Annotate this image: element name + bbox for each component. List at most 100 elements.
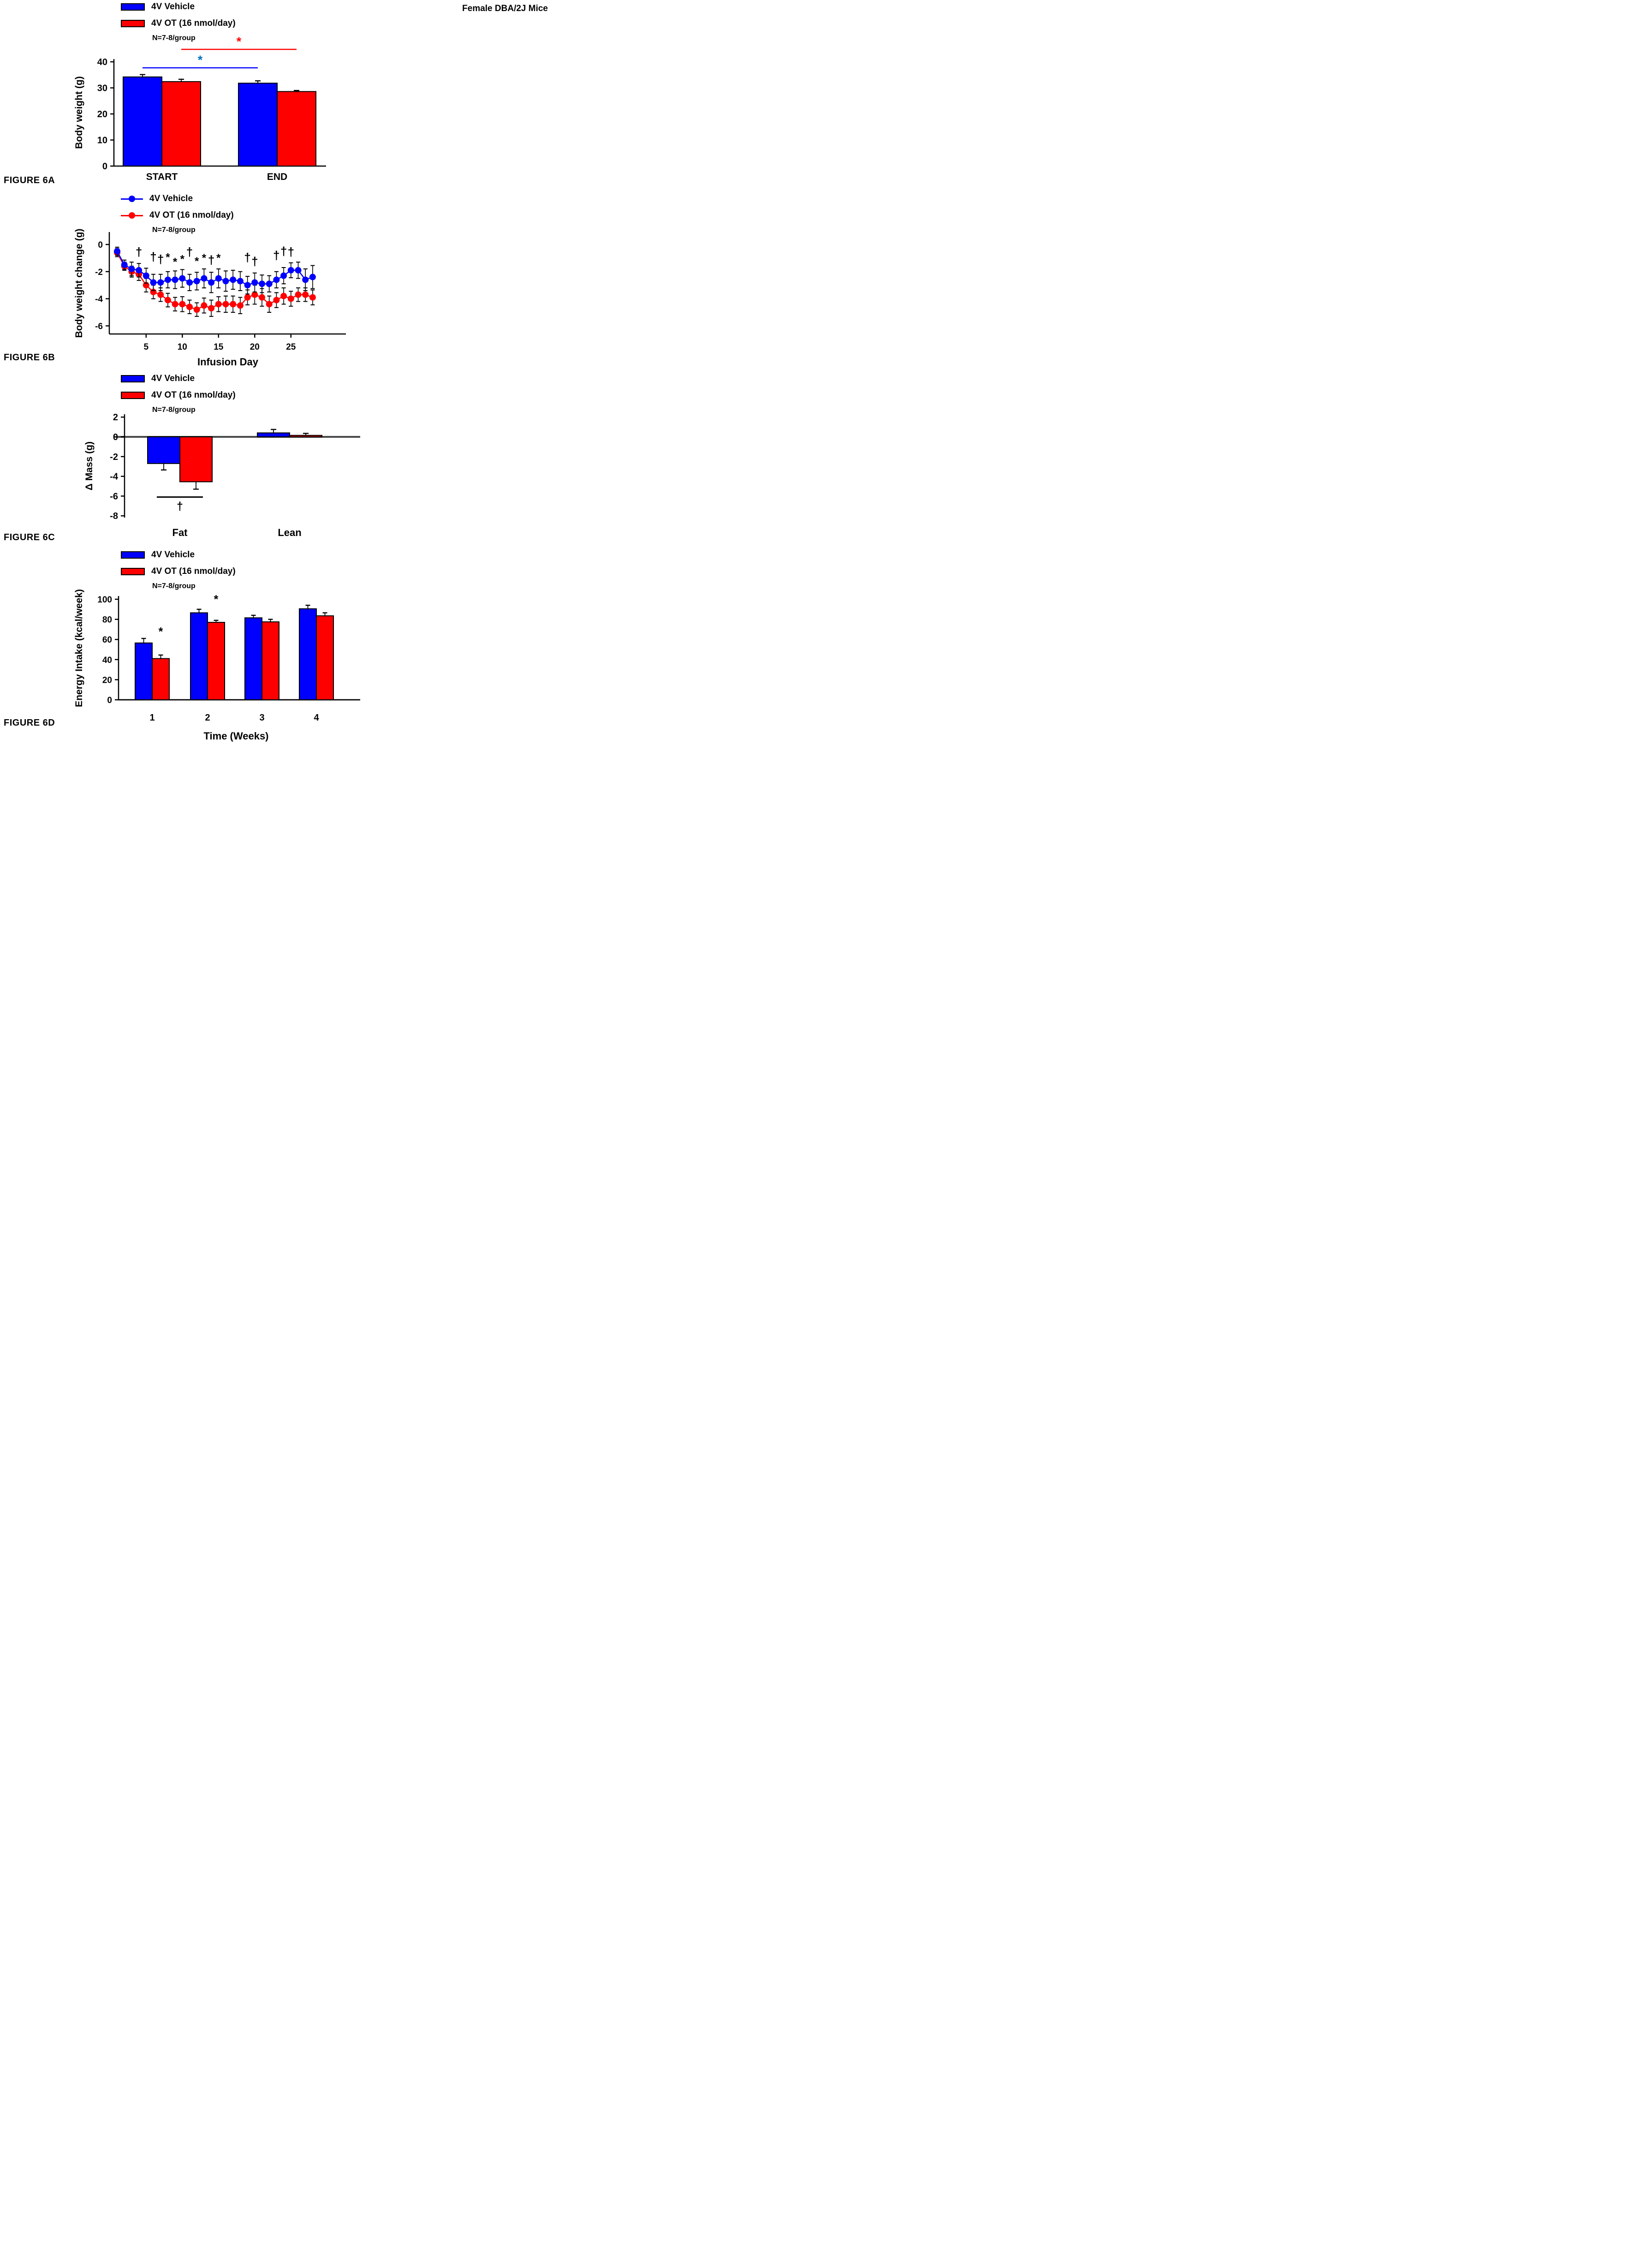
significance-symbol: † bbox=[157, 252, 164, 266]
data-point-vehicle bbox=[237, 278, 244, 285]
legend-line-marker-ot bbox=[121, 212, 143, 219]
significance-star: * bbox=[159, 625, 163, 638]
data-point-vehicle bbox=[114, 248, 120, 255]
data-point-ot bbox=[295, 291, 302, 298]
x-axis-label: Time (Weeks) bbox=[203, 730, 268, 742]
y-tick-label: -2 bbox=[110, 452, 118, 462]
legend-swatch-ot bbox=[121, 568, 145, 575]
y-tick-label: -4 bbox=[95, 295, 103, 304]
y-tick-label: 0 bbox=[107, 696, 112, 705]
data-point-ot bbox=[266, 301, 273, 308]
page-title: Female DBA/2J Mice bbox=[462, 4, 548, 13]
y-tick-label: -4 bbox=[110, 472, 119, 482]
y-axis-label: Δ Mass (g) bbox=[84, 441, 95, 490]
data-point-vehicle bbox=[302, 276, 309, 283]
bar-vehicle bbox=[244, 617, 262, 700]
figure-label-6b: FIGURE 6B bbox=[4, 352, 55, 363]
x-tick-label: 5 bbox=[144, 342, 149, 352]
legend-n-text: N=7-8/group bbox=[152, 582, 196, 590]
significance-symbol: † bbox=[186, 245, 193, 259]
x-tick-label: 25 bbox=[286, 342, 296, 352]
data-point-ot bbox=[230, 301, 237, 308]
bar-vehicle bbox=[257, 432, 290, 438]
x-category-label: 3 bbox=[259, 713, 264, 723]
data-point-vehicle bbox=[136, 267, 143, 274]
data-point-ot bbox=[186, 304, 193, 310]
data-point-vehicle bbox=[280, 272, 287, 279]
legend-item-vehicle: 4V Vehicle bbox=[121, 2, 236, 12]
significance-symbol: † bbox=[273, 248, 279, 262]
significance-symbol: * bbox=[216, 252, 221, 264]
data-point-vehicle bbox=[309, 274, 316, 280]
data-point-ot bbox=[251, 291, 258, 298]
legend-swatch-ot bbox=[121, 392, 145, 399]
legend-item-ot: 4V OT (16 nmol/day) bbox=[121, 18, 236, 29]
x-category-label: 2 bbox=[205, 713, 210, 723]
data-point-vehicle bbox=[172, 276, 178, 283]
legend-n-text: N=7-8/group bbox=[152, 34, 196, 42]
series-line-vehicle bbox=[116, 251, 313, 286]
x-category-label: 1 bbox=[149, 713, 155, 723]
y-tick-label: -6 bbox=[95, 322, 103, 331]
legend-item-ot: 4V OT (16 nmol/day) bbox=[121, 390, 236, 400]
data-point-ot bbox=[215, 301, 222, 308]
data-point-ot bbox=[201, 302, 208, 309]
data-point-ot bbox=[273, 297, 280, 304]
data-point-vehicle bbox=[157, 279, 164, 286]
x-tick-label: 20 bbox=[250, 342, 260, 352]
data-point-ot bbox=[222, 301, 229, 308]
significance-symbol: * bbox=[173, 256, 178, 268]
data-point-ot bbox=[157, 291, 164, 298]
y-tick-label: 40 bbox=[102, 656, 112, 665]
significance-symbol: * bbox=[180, 253, 185, 266]
data-point-vehicle bbox=[121, 262, 128, 268]
legend-label-vehicle: 4V Vehicle bbox=[151, 2, 195, 12]
y-tick-label: 40 bbox=[97, 57, 107, 67]
data-point-ot bbox=[172, 301, 178, 308]
legend-n-text: N=7-8/group bbox=[152, 226, 196, 234]
legend-label-vehicle: 4V Vehicle bbox=[151, 374, 195, 383]
data-point-vehicle bbox=[208, 279, 215, 286]
data-point-vehicle bbox=[244, 282, 251, 289]
legend-panel-b: 4V Vehicle 4V OT (16 nmol/day) N=7-8/gro… bbox=[121, 194, 234, 234]
data-point-vehicle bbox=[143, 272, 149, 279]
x-category-label: Lean bbox=[278, 527, 301, 538]
legend-panel-a: 4V Vehicle 4V OT (16 nmol/day) N=7-8/gro… bbox=[121, 2, 236, 42]
y-tick-label: 0 bbox=[98, 240, 103, 250]
y-tick-label: 20 bbox=[102, 675, 112, 685]
data-point-ot bbox=[302, 291, 309, 298]
x-axis-label: Infusion Day bbox=[197, 356, 259, 368]
y-tick-label: 30 bbox=[97, 83, 107, 94]
legend-panel-d: 4V Vehicle 4V OT (16 nmol/day) N=7-8/gro… bbox=[121, 550, 236, 590]
bar-ot bbox=[316, 615, 334, 700]
bar-vehicle bbox=[190, 612, 208, 701]
data-point-vehicle bbox=[273, 276, 280, 283]
legend-n-text: N=7-8/group bbox=[152, 406, 196, 414]
legend-swatch-vehicle bbox=[121, 3, 145, 11]
data-point-vehicle bbox=[215, 275, 222, 282]
bar-vehicle bbox=[135, 642, 153, 700]
significance-symbol: † bbox=[244, 250, 250, 264]
y-axis-label: Energy Intake (kcal/week) bbox=[74, 589, 84, 707]
panel-6b: 0 -2 -4 -6 5 10 15 20 25 Infusion Day Body weight … bbox=[74, 229, 346, 368]
significance-symbol: † bbox=[136, 245, 142, 259]
legend-panel-c: 4V Vehicle 4V OT (16 nmol/day) N=7-8/gro… bbox=[121, 374, 236, 414]
figure-label-6c: FIGURE 6C bbox=[4, 532, 55, 542]
data-point-vehicle bbox=[222, 278, 229, 285]
legend-swatch-vehicle bbox=[121, 551, 145, 559]
bar-ot bbox=[207, 622, 225, 701]
significance-star: * bbox=[198, 53, 203, 67]
legend-label-ot: 4V OT (16 nmol/day) bbox=[151, 566, 236, 576]
legend-label-ot: 4V OT (16 nmol/day) bbox=[151, 390, 236, 400]
legend-line-marker-vehicle bbox=[121, 195, 143, 203]
y-tick-label: 80 bbox=[102, 615, 112, 625]
data-point-vehicle bbox=[287, 267, 294, 274]
data-point-vehicle bbox=[193, 278, 200, 285]
legend-label-vehicle: 4V Vehicle bbox=[149, 194, 193, 203]
figure-label-6d: FIGURE 6D bbox=[4, 718, 55, 728]
x-tick-label: 15 bbox=[214, 342, 224, 352]
figure-page: Female DBA/2J Mice 4V Vehicle 4V OT (16 … bbox=[0, 0, 551, 747]
significance-star: * bbox=[214, 593, 219, 606]
x-category-label: Fat bbox=[172, 527, 188, 538]
y-axis-label: Body weight change (g) bbox=[74, 229, 84, 338]
